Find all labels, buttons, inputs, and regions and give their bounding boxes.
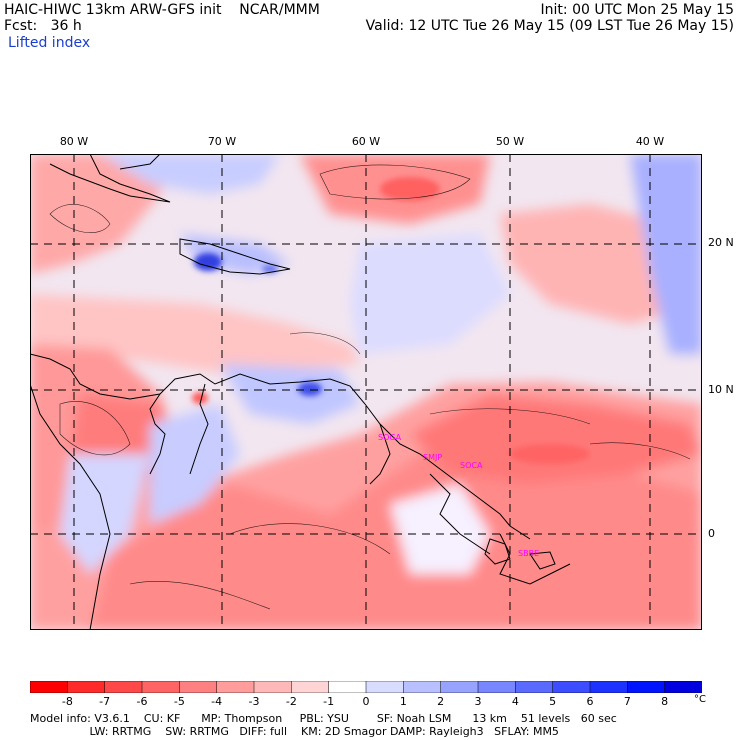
lon-label-60w: 60 W bbox=[351, 135, 381, 148]
lat-label-20n: 20 N bbox=[708, 236, 734, 249]
lon-label-40w: 40 W bbox=[635, 135, 665, 148]
colorbar-swatch bbox=[664, 681, 702, 693]
colorbar-tick-label: -4 bbox=[211, 695, 223, 708]
lon-label-80w: 80 W bbox=[59, 135, 89, 148]
colorbar-swatch bbox=[67, 681, 106, 693]
station-soga: SOGA bbox=[378, 433, 402, 442]
colorbar-swatch bbox=[627, 681, 666, 693]
colorbar-tick-label: 4 bbox=[511, 695, 519, 708]
station-sbbe: SBBE bbox=[518, 549, 539, 558]
colorbar-swatch bbox=[104, 681, 143, 693]
station-labels: SOGA SMJP SOCA SBBE bbox=[378, 433, 539, 558]
colorbar-swatch bbox=[253, 681, 293, 693]
colorbar-swatch bbox=[141, 681, 181, 693]
colorbar-swatch bbox=[440, 681, 479, 693]
model-info-line1: Model info: V3.6.1 CU: KF MP: Thompson P… bbox=[30, 712, 617, 725]
colorbar-tick-label: 5 bbox=[549, 695, 557, 708]
colorbar-tick-label: 8 bbox=[661, 695, 669, 708]
colorbar-swatch bbox=[328, 681, 367, 693]
colorbar-swatch bbox=[515, 681, 554, 693]
model-info-line2: LW: RRTMG SW: RRTMG DIFF: full KM: 2D Sm… bbox=[30, 725, 559, 738]
colorbar-tick-label: -5 bbox=[173, 695, 185, 708]
contours bbox=[49, 164, 691, 610]
graticule bbox=[30, 154, 702, 630]
colorbar-tick-label: 2 bbox=[437, 695, 445, 708]
colorbar bbox=[30, 681, 702, 693]
colorbar-unit: °C bbox=[694, 694, 706, 705]
colorbar-swatch bbox=[589, 681, 629, 693]
station-soca: SOCA bbox=[460, 461, 483, 470]
colorbar-tick-label: 7 bbox=[623, 695, 631, 708]
colorbar-swatch bbox=[477, 681, 517, 693]
lat-label-10n: 10 N bbox=[708, 383, 734, 396]
colorbar-swatch bbox=[291, 681, 330, 693]
coastlines bbox=[30, 154, 571, 630]
field-name: Lifted index bbox=[8, 35, 91, 51]
colorbar-swatch bbox=[216, 681, 255, 693]
colorbar-tick-label: 3 bbox=[474, 695, 482, 708]
lat-label-0: 0 bbox=[708, 527, 715, 540]
forecast-hour: Fcst: 36 h bbox=[4, 18, 82, 34]
colorbar-tick-label: -1 bbox=[323, 695, 335, 708]
lon-label-70w: 70 W bbox=[207, 135, 237, 148]
lon-label-50w: 50 W bbox=[495, 135, 525, 148]
colorbar-swatch bbox=[552, 681, 591, 693]
colorbar-tick-label: -7 bbox=[99, 695, 111, 708]
colorbar-tick-label: 0 bbox=[362, 695, 370, 708]
station-smjp: SMJP bbox=[423, 453, 442, 462]
lifted-index-map: SOGA SMJP SOCA SBBE bbox=[30, 154, 702, 630]
plot-title: HAIC-HIWC 13km ARW-GFS init NCAR/MMM bbox=[4, 2, 320, 18]
colorbar-tick-label: 1 bbox=[399, 695, 407, 708]
valid-time: Valid: 12 UTC Tue 26 May 15 (09 LST Tue … bbox=[365, 18, 734, 34]
colorbar-tick-label: -8 bbox=[61, 695, 73, 708]
colorbar-tick-label: -3 bbox=[248, 695, 260, 708]
colorbar-tick-label: 6 bbox=[586, 695, 594, 708]
colorbar-swatch bbox=[179, 681, 218, 693]
colorbar-tick-label: -2 bbox=[285, 695, 297, 708]
colorbar-swatch bbox=[403, 681, 442, 693]
init-time: Init: 00 UTC Mon 25 May 15 bbox=[540, 2, 734, 18]
colorbar-swatch bbox=[30, 681, 69, 693]
map-frame bbox=[30, 154, 702, 630]
colorbar-tick-label: -6 bbox=[136, 695, 148, 708]
colorbar-swatch bbox=[365, 681, 405, 693]
